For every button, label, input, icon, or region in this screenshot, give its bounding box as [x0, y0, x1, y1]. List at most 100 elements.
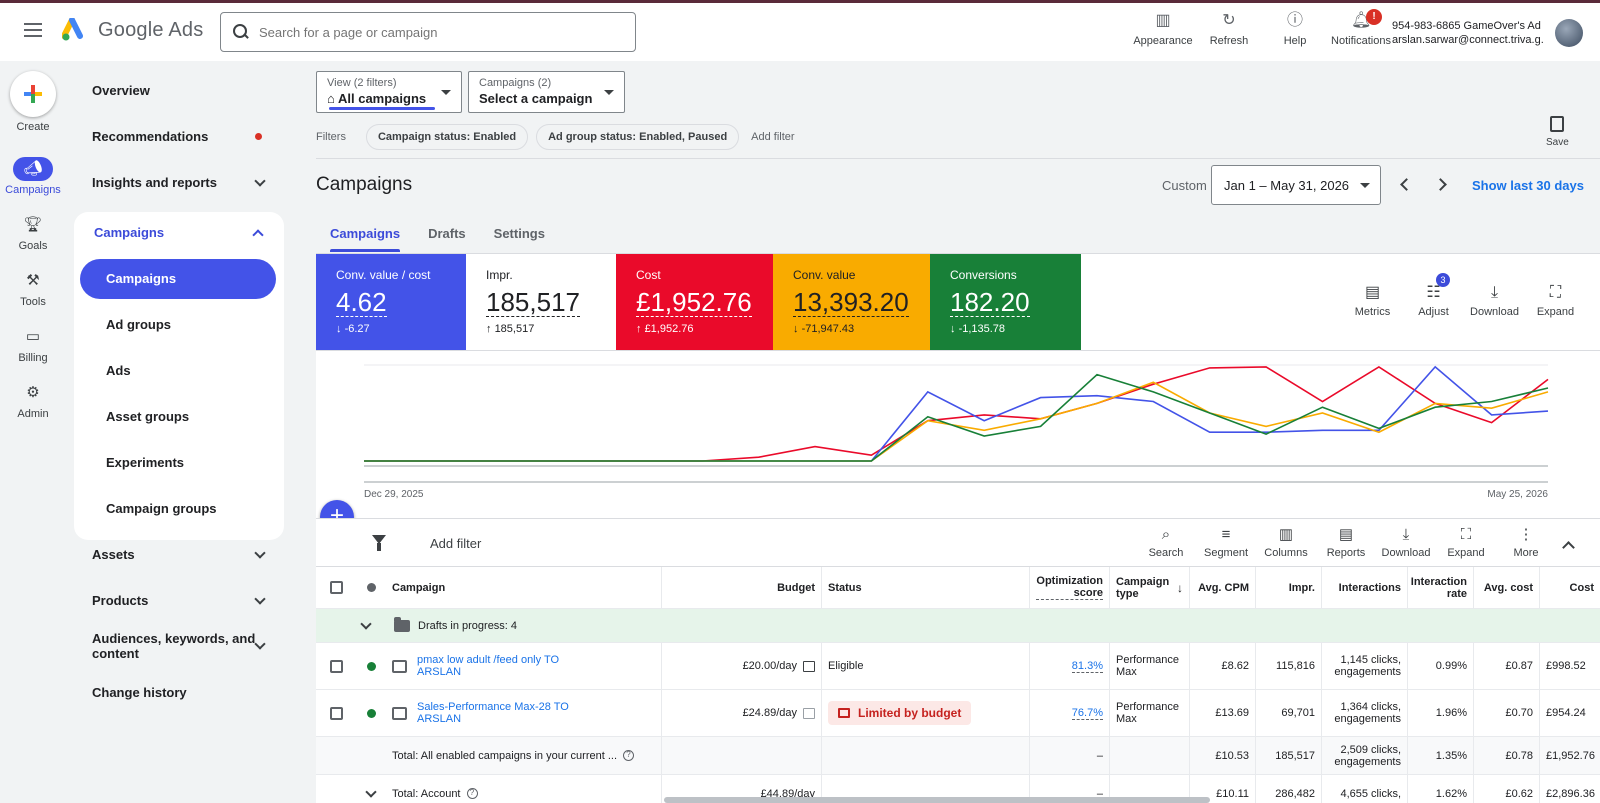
budget-trend-icon[interactable]	[803, 707, 815, 719]
column-avg-cost[interactable]: Avg. cost	[1474, 567, 1540, 608]
drafts-row[interactable]: Drafts in progress: 4	[316, 609, 1600, 643]
show-last-30-days-link[interactable]: Show last 30 days	[1472, 178, 1584, 193]
budget-value[interactable]: £24.89/day	[742, 707, 797, 719]
table-search-button[interactable]: ⌕ Search	[1136, 525, 1196, 559]
column-cost[interactable]: Cost	[1569, 581, 1594, 594]
chart-expand-button[interactable]: ⛶ Expand	[1525, 283, 1586, 318]
nav-sub-experiments[interactable]: Experiments	[106, 455, 185, 470]
tool-label: Expand	[1447, 547, 1485, 559]
adjust-button[interactable]: 3 ☷ Adjust	[1403, 273, 1464, 318]
tab-drafts[interactable]: Drafts	[428, 226, 466, 241]
nav-item-overview[interactable]: Overview	[92, 83, 268, 98]
enabled-status-icon[interactable]	[366, 708, 376, 718]
column-budget[interactable]: Budget	[662, 567, 822, 608]
avatar[interactable]	[1555, 19, 1583, 47]
table-expand-button[interactable]: ⛶ Expand	[1436, 525, 1496, 559]
nav-item-assets[interactable]: Assets	[92, 546, 268, 562]
scorecard-delta: ↓ -1,135.78	[950, 323, 1061, 335]
refresh-button[interactable]: ↻ Refresh	[1196, 11, 1262, 47]
reports-button[interactable]: ▤ Reports	[1316, 525, 1376, 559]
nav-sub-ads[interactable]: Ads	[106, 363, 131, 378]
scorecard-cost[interactable]: Cost £1,952.76 ↑ £1,952.76	[616, 254, 773, 351]
rail-item-admin[interactable]: ⚙ Admin	[0, 381, 66, 420]
nav-item-audiences[interactable]: Audiences, keywords, and content	[92, 631, 268, 661]
campaign-selector[interactable]: Campaigns (2) Select a campaign	[468, 71, 625, 113]
search-box[interactable]	[220, 12, 636, 52]
search-input[interactable]	[259, 24, 619, 40]
rail-item-billing[interactable]: ▭ Billing	[0, 325, 66, 364]
nav-item-recommendations[interactable]: Recommendations	[92, 129, 268, 144]
row-checkbox[interactable]	[329, 706, 343, 720]
nav-sub-campaigns[interactable]: Campaigns	[80, 259, 276, 299]
date-range-picker[interactable]: Jan 1 – May 31, 2026	[1211, 165, 1381, 205]
segment-button[interactable]: ≡ Segment	[1196, 525, 1256, 559]
filter-chip-campaign-status[interactable]: Campaign status: Enabled	[365, 124, 529, 150]
nav-sub-asset-groups[interactable]: Asset groups	[106, 409, 190, 424]
score-link[interactable]: 76.7%	[1071, 706, 1103, 720]
limited-by-budget-badge[interactable]: Limited by budget	[828, 701, 972, 725]
select-all-checkbox[interactable]	[329, 581, 343, 594]
budget-cell	[662, 737, 822, 774]
column-interactions[interactable]: Interactions	[1322, 567, 1408, 608]
tab-campaigns[interactable]: Campaigns	[316, 220, 414, 252]
chevron-down-icon[interactable]	[360, 617, 372, 630]
budget-value[interactable]: £20.00/day	[742, 660, 797, 672]
nav-sub-ad-groups[interactable]: Ad groups	[106, 317, 171, 332]
nav-item-change-history[interactable]: Change history	[92, 685, 268, 700]
menu-icon[interactable]	[24, 23, 42, 37]
rail-item-tools[interactable]: ⚒ Tools	[0, 269, 66, 308]
scorecard-conv-value[interactable]: Conv. value 13,393.20 ↓ -71,947.43	[773, 254, 930, 351]
notifications-button[interactable]: 🔔︎ ! Notifications	[1328, 9, 1394, 47]
collapse-chevron-icon[interactable]	[1562, 541, 1575, 554]
enabled-status-icon[interactable]	[366, 661, 376, 671]
help-icon[interactable]: ?	[623, 750, 635, 761]
budget-trend-icon[interactable]	[803, 660, 815, 672]
nav-item-products[interactable]: Products	[92, 592, 268, 608]
chevron-down-icon[interactable]	[365, 785, 377, 798]
columns-button[interactable]: ▥ Columns	[1256, 525, 1316, 559]
filter-icon[interactable]	[372, 535, 386, 551]
view-selector[interactable]: View (2 filters) ⌂ All campaigns	[316, 71, 462, 113]
scorecard-impr[interactable]: Impr. 185,517 ↑ 185,517	[466, 254, 616, 351]
column-optimization-score[interactable]: Optimization score	[1030, 567, 1110, 608]
scorecard-conversions[interactable]: Conversions 182.20 ↓ -1,135.78	[930, 254, 1081, 351]
score-link[interactable]: 81.3%	[1071, 659, 1103, 673]
view-selector-value: ⌂ All campaigns	[327, 91, 427, 106]
sort-down-icon: ↓	[1177, 580, 1183, 595]
appearance-button[interactable]: ▥ Appearance	[1130, 11, 1196, 47]
table-add-filter[interactable]: Add filter	[430, 536, 482, 551]
row-checkbox[interactable]	[329, 659, 343, 673]
horizontal-scrollbar[interactable]	[664, 797, 1210, 803]
scorecard-conv-value-cost[interactable]: Conv. value / cost 4.62 ↓ -6.27	[316, 254, 466, 351]
column-campaign-type[interactable]: Campaign type ↓	[1110, 567, 1190, 608]
rail-item-campaigns[interactable]: 📣︎ Campaigns	[0, 157, 66, 196]
filter-chip-adgroup-status[interactable]: Ad group status: Enabled, Paused	[536, 124, 740, 150]
column-campaign[interactable]: Campaign	[386, 567, 662, 608]
column-status[interactable]: Status	[822, 567, 1030, 608]
table-download-button[interactable]: ⤓ Download	[1376, 525, 1436, 559]
metrics-button[interactable]: ▤ Metrics	[1342, 283, 1403, 318]
column-label: Campaign type	[1116, 575, 1170, 600]
account-info[interactable]: 954-983-6865 GameOver's Ad ... arslan.sa…	[1392, 19, 1544, 47]
chart-download-button[interactable]: ⤓ Download	[1464, 283, 1525, 318]
tab-settings[interactable]: Settings	[493, 226, 545, 241]
nav-sub-campaign-groups[interactable]: Campaign groups	[106, 501, 217, 516]
rate-cell: 1.62%	[1408, 775, 1474, 803]
column-impr[interactable]: Impr.	[1256, 567, 1322, 608]
campaign-link[interactable]: Sales-Performance Max-28 TO ARSLAN	[417, 701, 569, 725]
more-button[interactable]: ⋮ More	[1496, 525, 1556, 559]
save-button[interactable]: Save	[1546, 116, 1569, 148]
add-filter-link[interactable]: Add filter	[751, 131, 795, 143]
campaign-link[interactable]: pmax low adult /feed only TO ARSLAN	[417, 654, 560, 678]
create-button[interactable]	[10, 71, 56, 117]
nav-item-campaigns[interactable]: Campaigns	[94, 225, 266, 241]
column-avg-cpm[interactable]: Avg. CPM	[1190, 567, 1256, 608]
segment-icon: ≡	[1221, 526, 1231, 543]
column-interaction-rate[interactable]: Interaction rate	[1408, 567, 1474, 608]
page-title: Campaigns	[316, 174, 413, 195]
google-ads-logo[interactable]: Google Ads	[62, 18, 203, 42]
nav-item-insights[interactable]: Insights and reports	[92, 174, 268, 190]
help-icon[interactable]: ?	[466, 788, 478, 799]
help-button[interactable]: ⓘ Help	[1262, 11, 1328, 47]
rail-item-goals[interactable]: 🏆︎ Goals	[0, 213, 66, 252]
